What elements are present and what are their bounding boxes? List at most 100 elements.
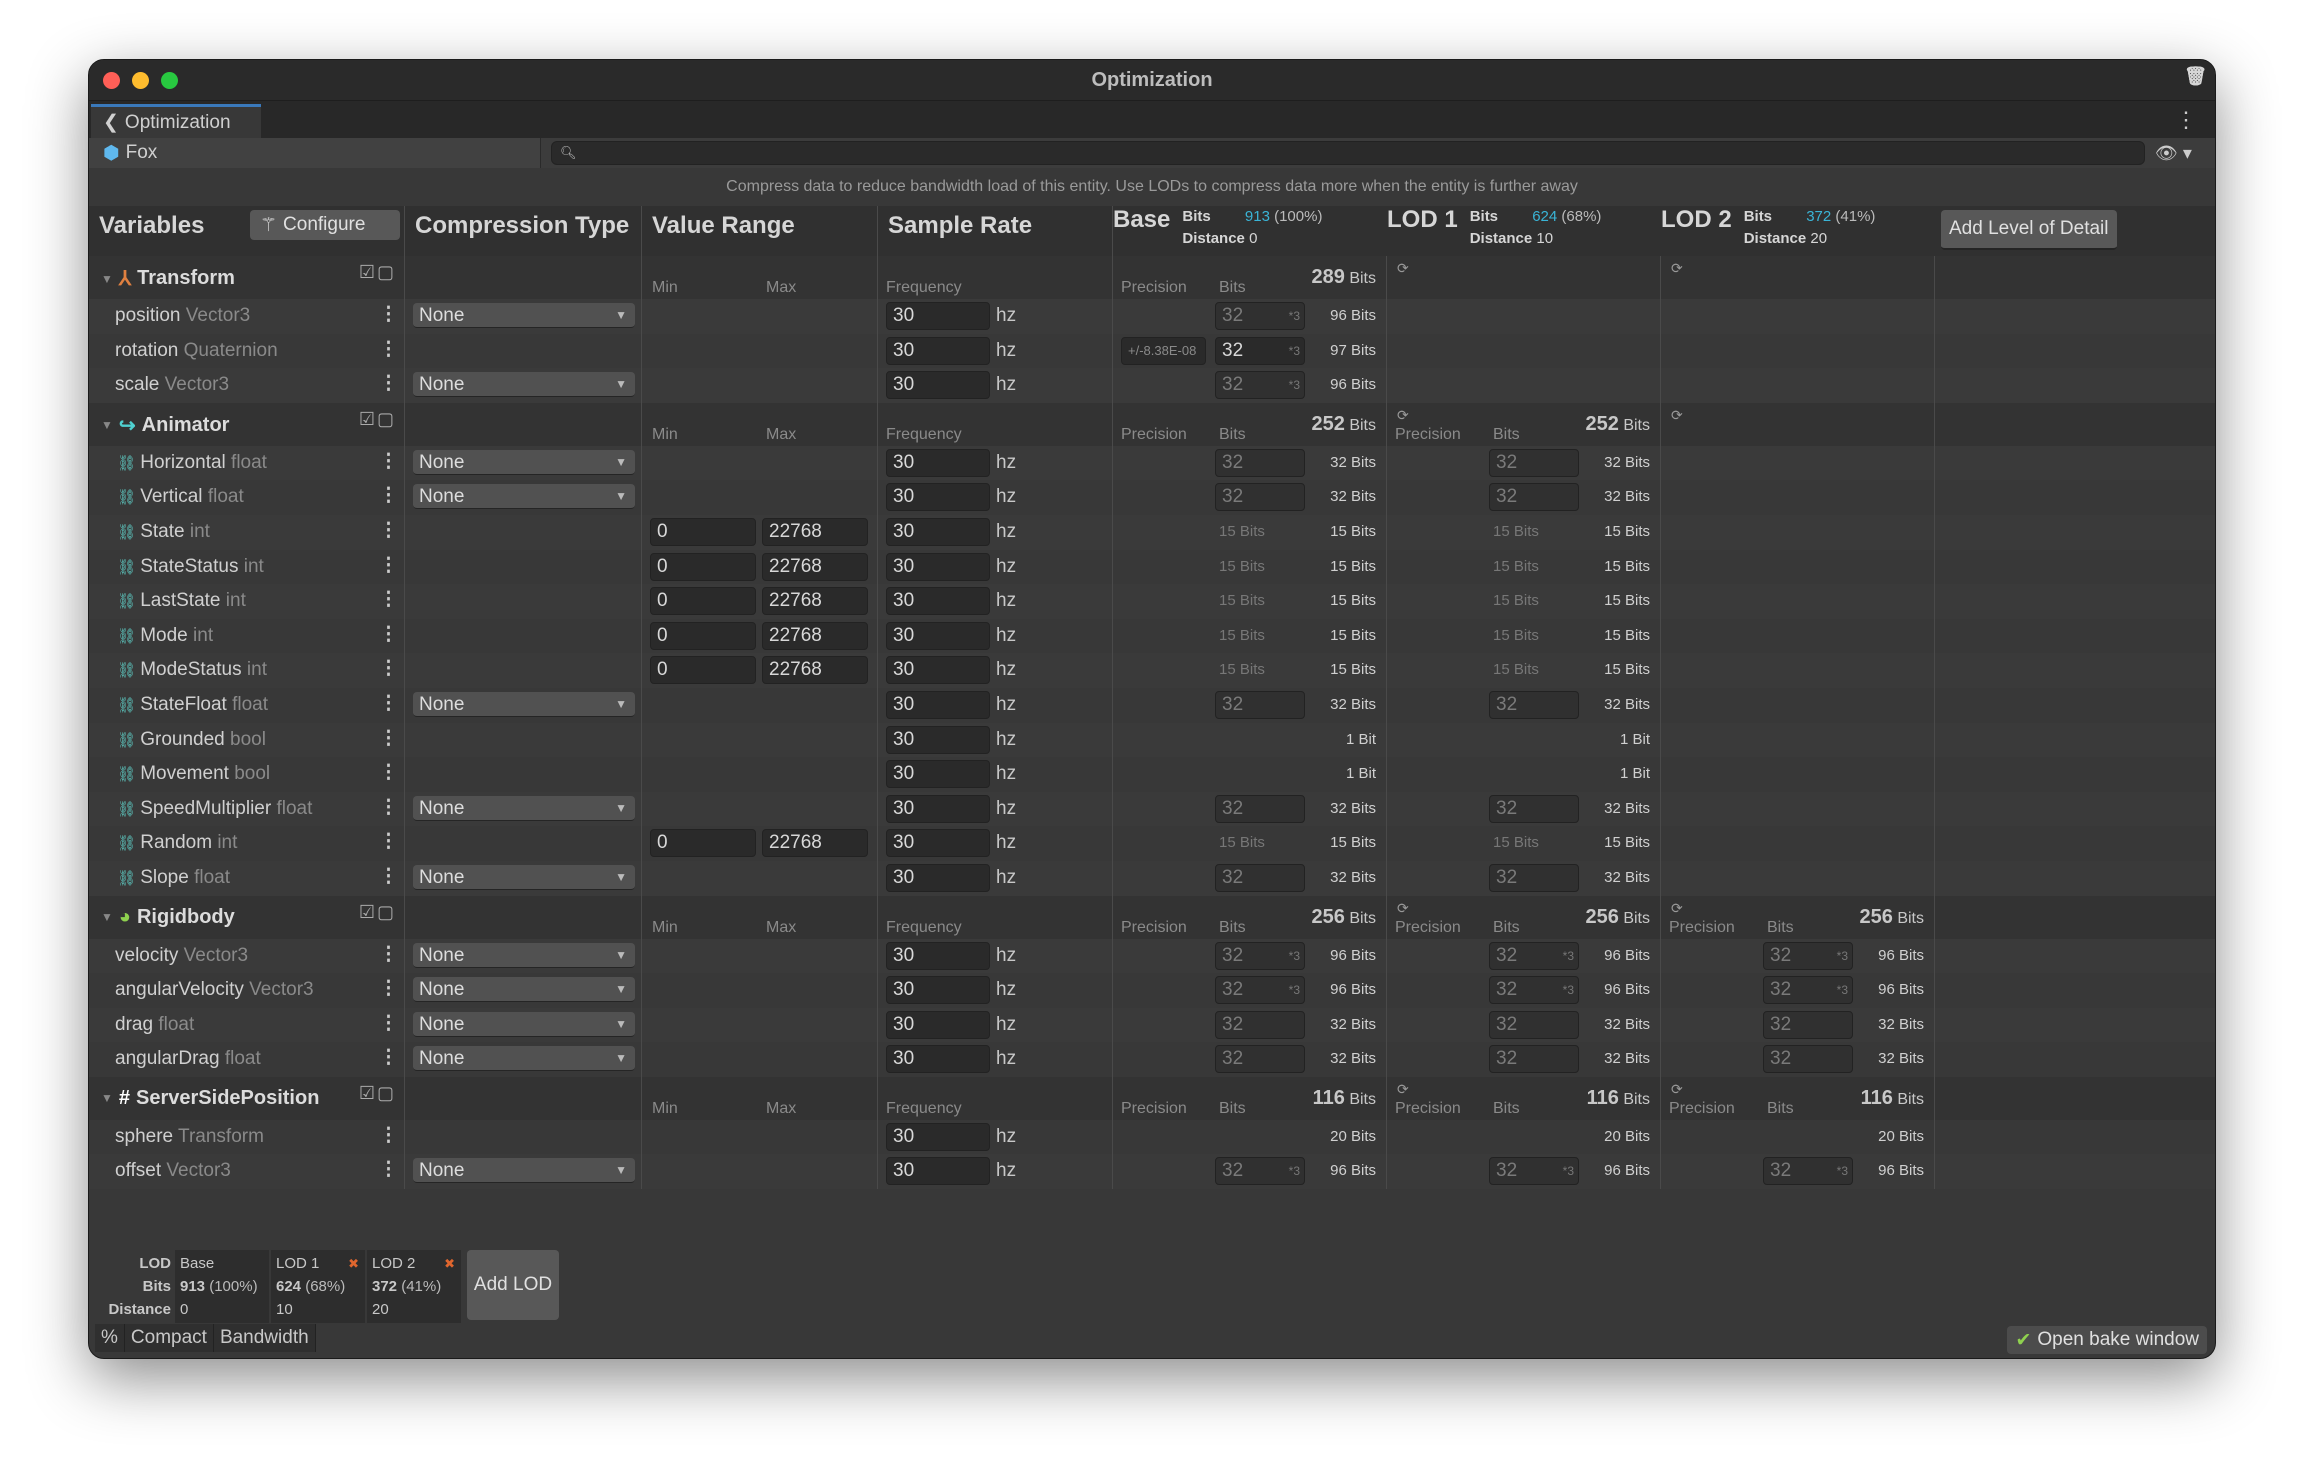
delete-lod-icon[interactable]: 🗑︎ [2184, 66, 2207, 86]
bits-input[interactable]: 32 [1489, 1010, 1579, 1039]
collapse-triangle-icon[interactable]: ▼ [101, 1091, 113, 1106]
frequency-input[interactable]: 30 [886, 587, 990, 616]
variable-menu-icon[interactable]: ⋮ [379, 1124, 398, 1146]
configure-button[interactable]: ⚚ Configure [250, 210, 400, 240]
min-input[interactable]: 0 [650, 587, 756, 616]
frequency-input[interactable]: 30 [886, 517, 990, 546]
variable-menu-icon[interactable]: ⋮ [379, 1012, 398, 1034]
more-options-icon[interactable]: ⋮ [2175, 107, 2197, 132]
variable-menu-icon[interactable]: ⋮ [379, 519, 398, 541]
bits-input[interactable]: 32 [1489, 1045, 1579, 1074]
bits-input[interactable]: 32 *3 [1763, 976, 1853, 1005]
max-input[interactable]: 22768 [762, 517, 868, 546]
variable-menu-icon[interactable]: ⋮ [379, 692, 398, 714]
variable-menu-icon[interactable]: ⋮ [379, 554, 398, 576]
frequency-input[interactable]: 30 [886, 941, 990, 970]
compression-dropdown[interactable]: None ▼ [413, 303, 635, 328]
remove-lod-icon[interactable]: ✖ [444, 1256, 455, 1271]
frequency-input[interactable]: 30 [886, 1157, 990, 1186]
variable-menu-icon[interactable]: ⋮ [379, 796, 398, 818]
bits-input[interactable]: 32 [1215, 863, 1305, 892]
toggle-all-icons[interactable]: ☑▢ [358, 1082, 396, 1103]
compression-dropdown[interactable]: None ▼ [413, 372, 635, 398]
sync-icon[interactable]: ⟳ [1671, 260, 1683, 276]
lod-summary-0[interactable]: Base 913 (100%) 0 [175, 1250, 269, 1323]
bits-input[interactable]: 32 [1215, 1045, 1305, 1074]
frequency-input[interactable]: 30 [886, 1010, 990, 1039]
min-input[interactable]: 0 [650, 517, 756, 546]
minimize-button[interactable] [132, 72, 149, 89]
variable-menu-icon[interactable]: ⋮ [379, 943, 398, 965]
precision-input[interactable]: +/-8.38E-08 [1121, 336, 1206, 365]
frequency-input[interactable]: 30 [886, 1122, 990, 1151]
frequency-input[interactable]: 30 [886, 621, 990, 650]
compression-dropdown[interactable]: None ▼ [413, 484, 635, 510]
toggle-all-icons[interactable]: ☑▢ [358, 262, 396, 282]
sync-icon[interactable]: ⟳ [1671, 899, 1683, 916]
max-input[interactable]: 22768 [762, 621, 868, 650]
tab-optimization[interactable]: ❮ Optimization [91, 104, 261, 138]
collapse-triangle-icon[interactable]: ▼ [101, 418, 113, 433]
view-tab-2[interactable]: Bandwidth [213, 1324, 316, 1352]
variable-menu-icon[interactable]: ⋮ [379, 373, 398, 395]
toggle-all-icons[interactable]: ☑▢ [358, 408, 396, 429]
frequency-input[interactable]: 30 [886, 863, 990, 892]
sync-icon[interactable]: ⟳ [1671, 1080, 1683, 1097]
variable-menu-icon[interactable]: ⋮ [379, 762, 398, 784]
variable-menu-icon[interactable]: ⋮ [379, 1159, 398, 1181]
compression-dropdown[interactable]: None ▼ [413, 1011, 635, 1037]
compression-dropdown[interactable]: None ▼ [413, 795, 635, 821]
bits-input[interactable]: 32 *3 [1763, 941, 1853, 970]
max-input[interactable]: 22768 [762, 552, 868, 581]
sync-icon[interactable]: ⟳ [1671, 406, 1683, 423]
collapse-triangle-icon[interactable]: ▼ [101, 910, 113, 924]
variable-menu-icon[interactable]: ⋮ [379, 338, 398, 360]
add-level-of-detail-button[interactable]: Add Level of Detail [1941, 210, 2117, 250]
compression-dropdown[interactable]: None ▼ [413, 864, 635, 890]
compression-dropdown[interactable]: None ▼ [413, 977, 635, 1003]
variable-menu-icon[interactable]: ⋮ [379, 304, 398, 325]
zoom-button[interactable] [161, 72, 178, 89]
compression-dropdown[interactable]: None ▼ [413, 449, 635, 475]
variable-menu-icon[interactable]: ⋮ [379, 485, 398, 507]
max-input[interactable]: 22768 [762, 829, 868, 858]
bits-input[interactable]: 32 *3 [1489, 976, 1579, 1005]
bits-input[interactable]: 32 *3 [1489, 941, 1579, 970]
group-toggle[interactable]: ▼ ↪ Animator [101, 413, 229, 438]
frequency-input[interactable]: 30 [886, 656, 990, 685]
frequency-input[interactable]: 30 [886, 976, 990, 1005]
collapse-triangle-icon[interactable]: ▼ [101, 271, 113, 286]
bits-input[interactable]: 32 [1489, 863, 1579, 892]
frequency-input[interactable]: 30 [886, 1045, 990, 1074]
remove-lod-icon[interactable]: ✖ [348, 1256, 359, 1271]
group-toggle[interactable]: ▼ ◕ Rigidbody [101, 906, 235, 929]
group-toggle[interactable]: ▼ # ServerSidePosition [101, 1087, 319, 1110]
add-lod-button[interactable]: Add LOD [467, 1250, 559, 1320]
bits-input[interactable]: 32 *3 [1489, 1157, 1579, 1186]
variable-menu-icon[interactable]: ⋮ [379, 831, 398, 853]
sync-icon[interactable]: ⟳ [1397, 406, 1409, 423]
bits-input[interactable]: 32 [1489, 448, 1579, 477]
bits-input[interactable]: 32 *3 [1215, 302, 1305, 330]
search-input[interactable]: 🔍︎ [551, 141, 2145, 165]
variable-menu-icon[interactable]: ⋮ [379, 450, 398, 472]
open-bake-window-button[interactable]: ✔ Open bake window [2007, 1326, 2207, 1354]
variable-menu-icon[interactable]: ⋮ [379, 978, 398, 1000]
variable-menu-icon[interactable]: ⋮ [379, 658, 398, 680]
bits-input[interactable]: 32 [1489, 690, 1579, 719]
toggle-all-icons[interactable]: ☑▢ [358, 901, 396, 922]
bits-input[interactable]: 32 *3 [1215, 1157, 1305, 1186]
min-input[interactable]: 0 [650, 621, 756, 650]
bits-input[interactable]: 32 *3 [1763, 1157, 1853, 1186]
bits-input[interactable]: 32 *3 [1215, 371, 1305, 400]
frequency-input[interactable]: 30 [886, 448, 990, 477]
compression-dropdown[interactable]: None ▼ [413, 1158, 635, 1184]
frequency-input[interactable]: 30 [886, 483, 990, 512]
view-tab-1[interactable]: Compact [124, 1324, 214, 1352]
delete-lod-icon[interactable]: 🗑︎ [2184, 66, 2207, 86]
entity-selector[interactable]: ⬢ Fox [89, 138, 541, 168]
frequency-input[interactable]: 30 [886, 725, 990, 754]
bits-input[interactable]: 32 [1489, 483, 1579, 512]
variable-menu-icon[interactable]: ⋮ [379, 727, 398, 749]
compression-dropdown[interactable]: None ▼ [413, 691, 635, 717]
